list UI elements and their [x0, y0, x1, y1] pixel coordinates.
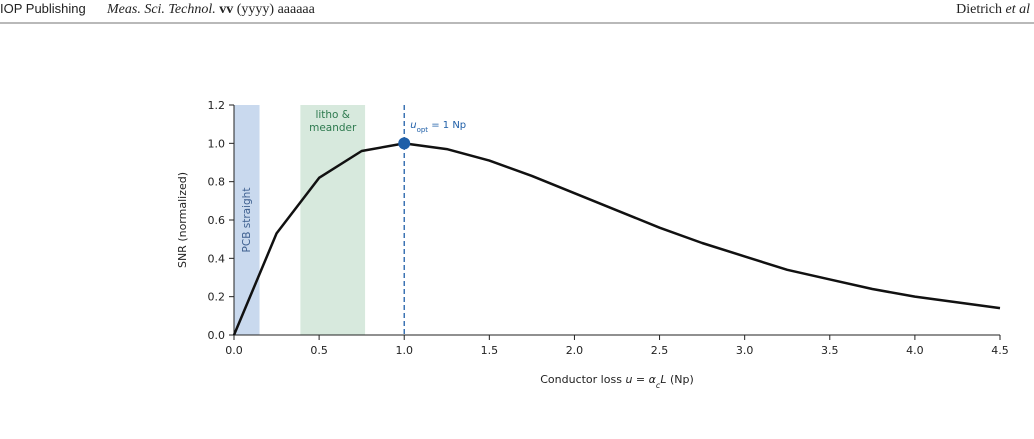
x-tick-label: 1.0	[395, 344, 413, 357]
x-label-part: Conductor loss	[540, 373, 625, 386]
y-tick-label: 0.6	[208, 214, 226, 227]
x-label-part: α	[649, 373, 657, 386]
x-label-part: =	[632, 373, 648, 386]
y-tick-label: 1.0	[208, 137, 226, 150]
publisher: IOP Publishing	[0, 1, 86, 16]
authors: Dietrich et al	[956, 2, 1030, 17]
y-tick-label: 0.0	[208, 329, 226, 342]
y-tick-label: 1.2	[208, 99, 226, 112]
journal-line: Meas. Sci. Technol. vv (yyyy) aaaaaa	[106, 2, 316, 17]
optimum-point	[398, 137, 411, 150]
x-tick-label: 0.5	[310, 344, 328, 357]
opt-sub: opt	[417, 126, 429, 134]
band	[234, 105, 260, 335]
x-label-part: u	[625, 373, 632, 386]
issue: (yyyy) aaaaaa	[237, 2, 316, 17]
x-tick-label: 0.0	[225, 344, 243, 357]
et-al: et al	[1006, 2, 1031, 17]
volume: vv	[219, 2, 233, 17]
band	[300, 105, 366, 335]
journal: Meas. Sci. Technol.	[106, 2, 216, 17]
opt-u: u	[410, 120, 416, 131]
x-label-part: c	[656, 381, 661, 390]
x-axis-label: Conductor loss u = αcL (Np)	[540, 373, 694, 390]
opt-rest: = 1 Np	[428, 120, 466, 131]
optimum-label: uopt = 1 Np	[410, 120, 466, 134]
x-label-part: L	[660, 373, 666, 386]
y-axis-label: SNR (normalized)	[176, 172, 189, 268]
x-tick-label: 1.5	[481, 344, 499, 357]
x-tick-label: 4.5	[991, 344, 1009, 357]
band-label: meander	[309, 122, 357, 134]
y-tick-label: 0.4	[208, 252, 226, 265]
band-label: litho &	[315, 109, 350, 121]
x-tick-label: 3.5	[821, 344, 839, 357]
curve	[232, 142, 1001, 336]
author: Dietrich	[956, 2, 1002, 17]
x-tick-label: 2.0	[566, 344, 584, 357]
x-tick-label: 2.5	[651, 344, 669, 357]
y-tick-label: 0.8	[208, 176, 226, 189]
x-label-part: (Np)	[666, 373, 693, 386]
x-tick-label: 4.0	[906, 344, 924, 357]
x-tick-label: 3.0	[736, 344, 754, 357]
y-tick-label: 0.2	[208, 291, 226, 304]
band-label: PCB straight	[241, 188, 253, 253]
